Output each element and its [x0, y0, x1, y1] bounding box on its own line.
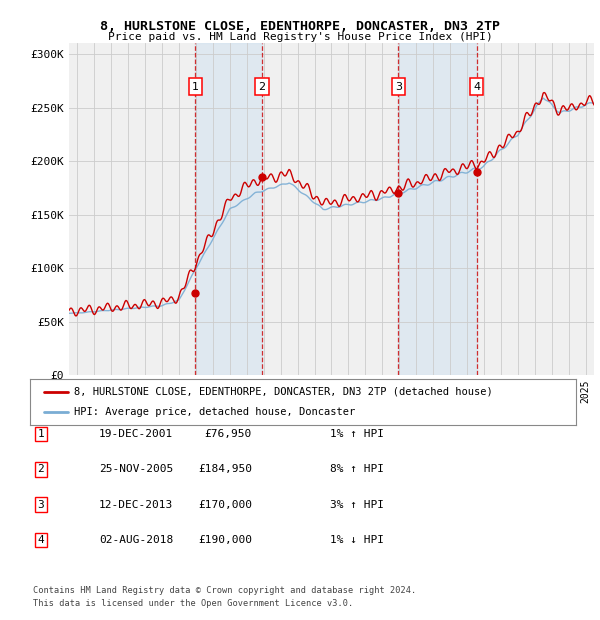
Text: 3% ↑ HPI: 3% ↑ HPI: [330, 500, 384, 510]
Text: 1% ↑ HPI: 1% ↑ HPI: [330, 429, 384, 439]
Bar: [398, 43, 477, 375]
Text: This data is licensed under the Open Government Licence v3.0.: This data is licensed under the Open Gov…: [33, 598, 353, 608]
Text: 8% ↑ HPI: 8% ↑ HPI: [330, 464, 384, 474]
Text: 2: 2: [37, 464, 44, 474]
Text: 1: 1: [192, 81, 199, 92]
Text: £170,000: £170,000: [198, 500, 252, 510]
Text: £76,950: £76,950: [205, 429, 252, 439]
Text: 19-DEC-2001: 19-DEC-2001: [99, 429, 173, 439]
Text: 25-NOV-2005: 25-NOV-2005: [99, 464, 173, 474]
Text: Price paid vs. HM Land Registry's House Price Index (HPI): Price paid vs. HM Land Registry's House …: [107, 32, 493, 42]
Text: 02-AUG-2018: 02-AUG-2018: [99, 535, 173, 545]
Text: 2: 2: [259, 81, 266, 92]
Text: 4: 4: [37, 535, 44, 545]
Bar: [196, 43, 262, 375]
Text: 1: 1: [37, 429, 44, 439]
Text: HPI: Average price, detached house, Doncaster: HPI: Average price, detached house, Donc…: [74, 407, 355, 417]
Text: £184,950: £184,950: [198, 464, 252, 474]
Text: £190,000: £190,000: [198, 535, 252, 545]
Text: 3: 3: [37, 500, 44, 510]
Text: Contains HM Land Registry data © Crown copyright and database right 2024.: Contains HM Land Registry data © Crown c…: [33, 586, 416, 595]
Text: 8, HURLSTONE CLOSE, EDENTHORPE, DONCASTER, DN3 2TP (detached house): 8, HURLSTONE CLOSE, EDENTHORPE, DONCASTE…: [74, 387, 493, 397]
Text: 3: 3: [395, 81, 402, 92]
Text: 1% ↓ HPI: 1% ↓ HPI: [330, 535, 384, 545]
Text: 8, HURLSTONE CLOSE, EDENTHORPE, DONCASTER, DN3 2TP: 8, HURLSTONE CLOSE, EDENTHORPE, DONCASTE…: [100, 20, 500, 33]
Text: 12-DEC-2013: 12-DEC-2013: [99, 500, 173, 510]
Text: 4: 4: [473, 81, 481, 92]
